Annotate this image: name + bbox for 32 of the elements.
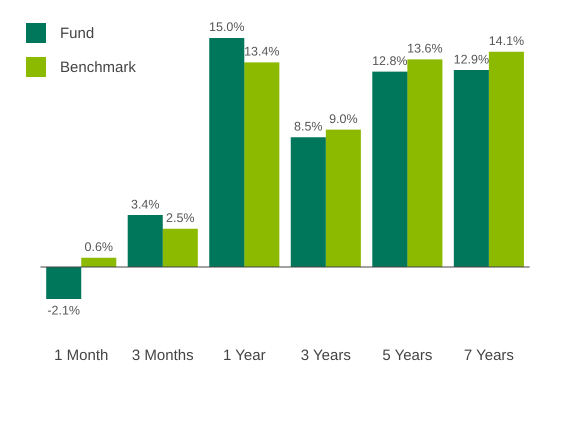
x-tick-label: 1 Month <box>54 347 108 364</box>
bar <box>128 215 163 267</box>
data-label: 14.1% <box>488 34 524 48</box>
bar <box>488 52 524 267</box>
bar <box>162 228 198 267</box>
data-label: 0.6% <box>84 240 114 254</box>
data-label: 12.8% <box>372 54 408 68</box>
x-tick-label: 3 Years <box>300 347 351 364</box>
data-label: 3.4% <box>130 197 160 212</box>
data-label: 9.0% <box>329 112 358 126</box>
x-tick-label: 7 Years <box>464 347 514 364</box>
data-label: 2.5% <box>166 210 195 225</box>
bar <box>81 258 116 267</box>
bar <box>244 62 280 267</box>
x-tick-label: 3 Months <box>132 347 194 364</box>
bar <box>454 70 489 267</box>
x-tick-label: 5 Years <box>382 347 432 364</box>
bar <box>372 72 408 267</box>
data-label: 12.9% <box>454 52 490 66</box>
legend-label: Benchmark <box>60 58 136 76</box>
data-label: 15.0% <box>209 20 244 34</box>
bar <box>46 266 82 299</box>
x-tick-label: 1 Year <box>223 347 266 364</box>
data-label: 13.6% <box>407 42 443 56</box>
data-label: 13.4% <box>244 44 280 59</box>
bar <box>209 38 244 267</box>
data-label: 8.5% <box>294 119 323 134</box>
bar <box>407 59 442 267</box>
bar <box>290 137 326 267</box>
data-label: -2.1% <box>47 304 80 318</box>
bar <box>326 130 361 267</box>
legend-label: Fund <box>60 24 94 42</box>
